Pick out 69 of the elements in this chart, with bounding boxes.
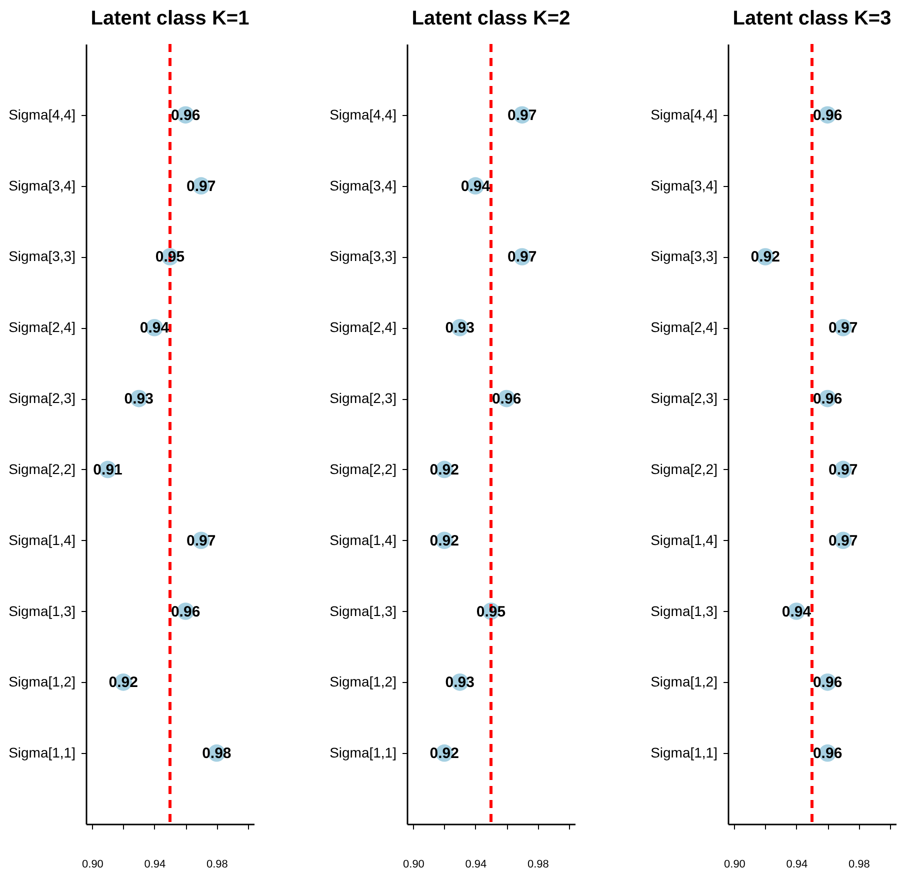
- data-label: 0.93: [445, 320, 474, 337]
- y-tick-label: Sigma[1,1]: [8, 744, 76, 761]
- y-tick-label: Sigma[3,4]: [650, 177, 718, 194]
- x-tick-label: 0.90: [724, 858, 746, 869]
- data-label: 0.97: [828, 532, 858, 550]
- y-tick-label: Sigma[2,4]: [330, 319, 396, 336]
- y-tick-label: Sigma[4,4]: [8, 106, 76, 122]
- data-label: 0.97: [508, 106, 537, 124]
- data-label: 0.97: [828, 320, 858, 337]
- chart-title: Latent class K=2: [412, 8, 570, 30]
- data-label: 0.96: [812, 745, 842, 762]
- y-tick-label: Sigma[1,4]: [8, 532, 76, 548]
- data-label: 0.98: [202, 745, 232, 762]
- chart-title: Latent class K=3: [732, 8, 892, 30]
- y-tick-label: Sigma[3,3]: [650, 248, 718, 264]
- data-label: 0.92: [750, 248, 780, 266]
- x-tick-label: 0.94: [786, 858, 808, 869]
- data-label: 0.92: [108, 674, 138, 692]
- y-tick-label: Sigma[1,3]: [330, 602, 396, 619]
- data-label: 0.91: [93, 461, 122, 478]
- data-label: 0.96: [170, 603, 200, 620]
- data-label: 0.92: [430, 532, 459, 550]
- data-label: 0.97: [186, 178, 216, 195]
- data-label: 0.97: [508, 248, 537, 266]
- y-tick-label: Sigma[4,4]: [330, 106, 396, 122]
- data-label: 0.93: [124, 390, 154, 408]
- y-tick-label: Sigma[1,3]: [650, 602, 718, 619]
- x-tick-label: 0.90: [403, 858, 424, 869]
- y-tick-label: Sigma[2,3]: [8, 390, 76, 406]
- data-label: 0.92: [430, 745, 459, 762]
- y-tick-label: Sigma[2,2]: [8, 460, 76, 477]
- data-label: 0.96: [812, 390, 842, 408]
- data-label: 0.95: [476, 603, 506, 620]
- y-tick-label: Sigma[3,4]: [8, 177, 76, 194]
- y-tick-label: Sigma[1,1]: [650, 744, 718, 761]
- y-tick-label: Sigma[1,1]: [330, 744, 396, 761]
- y-tick-label: Sigma[1,2]: [330, 674, 396, 690]
- y-tick-label: Sigma[2,4]: [8, 319, 76, 336]
- y-tick-label: Sigma[3,4]: [330, 177, 396, 194]
- y-tick-label: Sigma[1,3]: [8, 602, 76, 619]
- x-tick-label: 0.98: [527, 858, 549, 869]
- y-tick-label: Sigma[1,2]: [650, 674, 718, 690]
- x-tick-label: 0.94: [144, 858, 166, 869]
- data-label: 0.96: [170, 106, 200, 124]
- data-label: 0.96: [812, 106, 842, 124]
- y-tick-label: Sigma[1,4]: [650, 532, 718, 548]
- y-tick-label: Sigma[3,3]: [8, 248, 76, 264]
- y-tick-label: Sigma[1,4]: [330, 532, 396, 548]
- y-tick-label: Sigma[2,3]: [650, 390, 718, 406]
- x-tick-label: 0.94: [465, 858, 487, 869]
- y-tick-label: Sigma[1,2]: [8, 674, 76, 690]
- x-tick-label: 0.98: [848, 858, 870, 869]
- x-tick-label: 0.98: [206, 858, 228, 869]
- data-label: 0.94: [460, 178, 491, 195]
- y-tick-label: Sigma[2,2]: [650, 460, 718, 477]
- y-tick-label: Sigma[2,3]: [330, 390, 396, 406]
- data-label: 0.93: [445, 674, 474, 692]
- data-label: 0.96: [492, 390, 522, 408]
- y-tick-label: Sigma[4,4]: [650, 106, 718, 122]
- data-label: 0.97: [828, 461, 858, 478]
- x-tick-label: 0.90: [82, 858, 104, 869]
- data-label: 0.92: [430, 461, 459, 478]
- y-tick-label: Sigma[2,4]: [650, 319, 718, 336]
- data-label: 0.94: [782, 603, 812, 620]
- data-label: 0.97: [186, 532, 216, 550]
- chart-title: Latent class K=1: [90, 8, 250, 30]
- data-label: 0.96: [812, 674, 842, 692]
- y-tick-label: Sigma[2,2]: [330, 460, 396, 477]
- y-tick-label: Sigma[3,3]: [330, 248, 396, 264]
